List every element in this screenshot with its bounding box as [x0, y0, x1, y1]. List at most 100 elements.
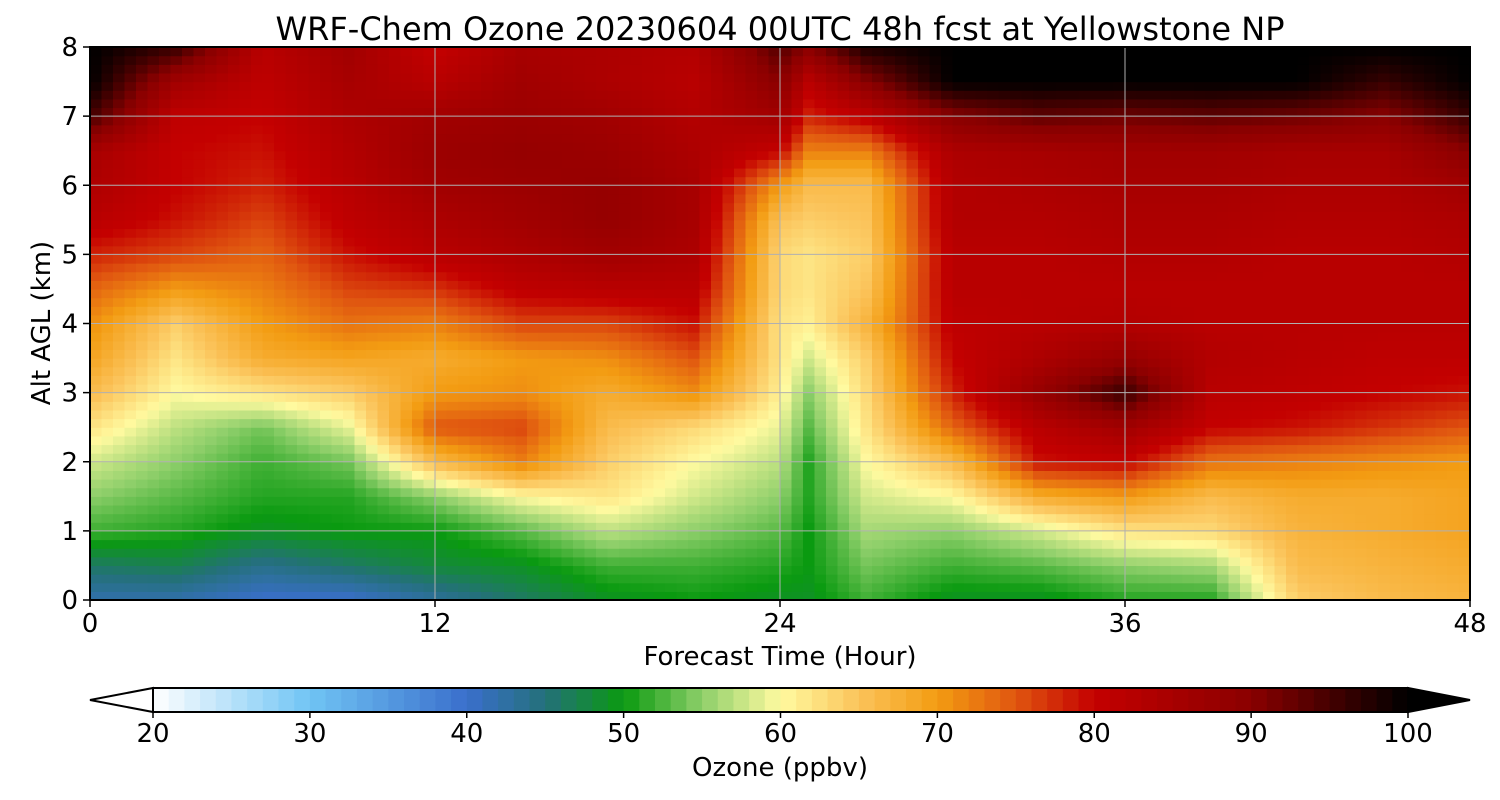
heatmap-cell: [182, 375, 195, 385]
heatmap-cell: [170, 176, 183, 186]
heatmap-cell: [791, 47, 804, 57]
heatmap-cell: [791, 288, 804, 299]
heatmap-cell: [665, 55, 678, 65]
heatmap-cell: [136, 263, 149, 273]
heatmap-cell: [205, 280, 218, 290]
heatmap-cell: [435, 358, 448, 368]
heatmap-cell: [205, 116, 218, 126]
heatmap-cell: [791, 185, 804, 195]
heatmap-cell: [975, 548, 988, 558]
heatmap-cell: [561, 479, 574, 489]
heatmap-cell: [377, 297, 390, 307]
heatmap-cell: [688, 349, 701, 359]
heatmap-cell: [768, 461, 781, 471]
heatmap-cell: [354, 496, 367, 506]
heatmap-cell: [492, 479, 505, 489]
heatmap-cell: [929, 332, 942, 342]
heatmap-cell: [584, 513, 597, 523]
heatmap-cell: [619, 288, 632, 299]
heatmap-cell: [872, 392, 885, 402]
heatmap-cell: [412, 366, 425, 376]
heatmap-cell: [745, 539, 758, 549]
heatmap-cell: [814, 392, 827, 402]
heatmap-cell: [136, 280, 149, 290]
heatmap-cell: [665, 548, 678, 558]
heatmap-cell: [492, 470, 505, 480]
heatmap-cell: [504, 565, 517, 575]
heatmap-cell: [320, 358, 333, 368]
heatmap-cell: [377, 383, 390, 394]
heatmap-cell: [964, 280, 977, 290]
heatmap-cell: [377, 306, 390, 316]
heatmap-cell: [780, 297, 793, 307]
heatmap-cell: [458, 202, 471, 212]
heatmap-cell: [504, 435, 517, 446]
heatmap-cell: [170, 288, 183, 299]
heatmap-cell: [239, 487, 252, 497]
heatmap-cell: [216, 228, 229, 238]
heatmap-cell: [354, 582, 367, 592]
heatmap-cell: [745, 72, 758, 83]
heatmap-cell: [906, 202, 919, 212]
heatmap-cell: [573, 358, 586, 368]
heatmap-cell: [722, 167, 735, 178]
heatmap-cell: [952, 116, 965, 126]
heatmap-cell: [596, 55, 609, 65]
heatmap-cell: [412, 167, 425, 178]
heatmap-cell: [446, 548, 459, 558]
heatmap-cell: [941, 522, 954, 532]
heatmap-cell: [331, 297, 344, 307]
heatmap-cell: [619, 81, 632, 91]
heatmap-cell: [826, 107, 839, 117]
heatmap-cell: [205, 453, 218, 463]
heatmap-cell: [504, 401, 517, 411]
heatmap-cell: [159, 332, 172, 342]
heatmap-cell: [515, 98, 528, 109]
heatmap-cell: [389, 349, 402, 359]
heatmap-cell: [216, 530, 229, 541]
heatmap-cell: [791, 263, 804, 273]
heatmap-cell: [918, 167, 931, 178]
heatmap-cell: [527, 263, 540, 273]
heatmap-cell: [400, 504, 413, 515]
heatmap-cell: [400, 314, 413, 325]
heatmap-cell: [205, 81, 218, 91]
heatmap-cell: [147, 487, 160, 497]
heatmap-cell: [366, 159, 379, 169]
heatmap-cell: [952, 47, 965, 57]
heatmap-cell: [757, 340, 770, 351]
heatmap-cell: [389, 522, 402, 532]
heatmap-cell: [711, 435, 724, 446]
heatmap-cell: [285, 193, 298, 204]
heatmap-cell: [665, 219, 678, 230]
heatmap-cell: [216, 185, 229, 195]
heatmap-cell: [849, 513, 862, 523]
heatmap-cell: [952, 409, 965, 420]
heatmap-cell: [297, 237, 310, 247]
heatmap-cell: [745, 98, 758, 109]
heatmap-cell: [814, 159, 827, 169]
heatmap-cell: [504, 72, 517, 83]
heatmap-cell: [975, 392, 988, 402]
heatmap-cell: [630, 453, 643, 463]
heatmap-cell: [446, 574, 459, 584]
heatmap-cell: [377, 591, 390, 600]
heatmap-cell: [331, 107, 344, 117]
heatmap-cell: [607, 470, 620, 480]
heatmap-cell: [400, 280, 413, 290]
heatmap-cell: [699, 219, 712, 230]
heatmap-cell: [469, 574, 482, 584]
heatmap-cell: [952, 72, 965, 83]
heatmap-cell: [113, 530, 126, 541]
heatmap-cell: [665, 254, 678, 264]
heatmap-cell: [320, 81, 333, 91]
heatmap-cell: [527, 193, 540, 204]
heatmap-cell: [331, 167, 344, 178]
heatmap-cell: [941, 47, 954, 57]
heatmap-cell: [607, 582, 620, 592]
heatmap-cell: [653, 64, 666, 74]
heatmap-cell: [860, 548, 873, 558]
heatmap-cell: [182, 55, 195, 65]
heatmap-cell: [550, 556, 563, 567]
heatmap-cell: [412, 142, 425, 152]
